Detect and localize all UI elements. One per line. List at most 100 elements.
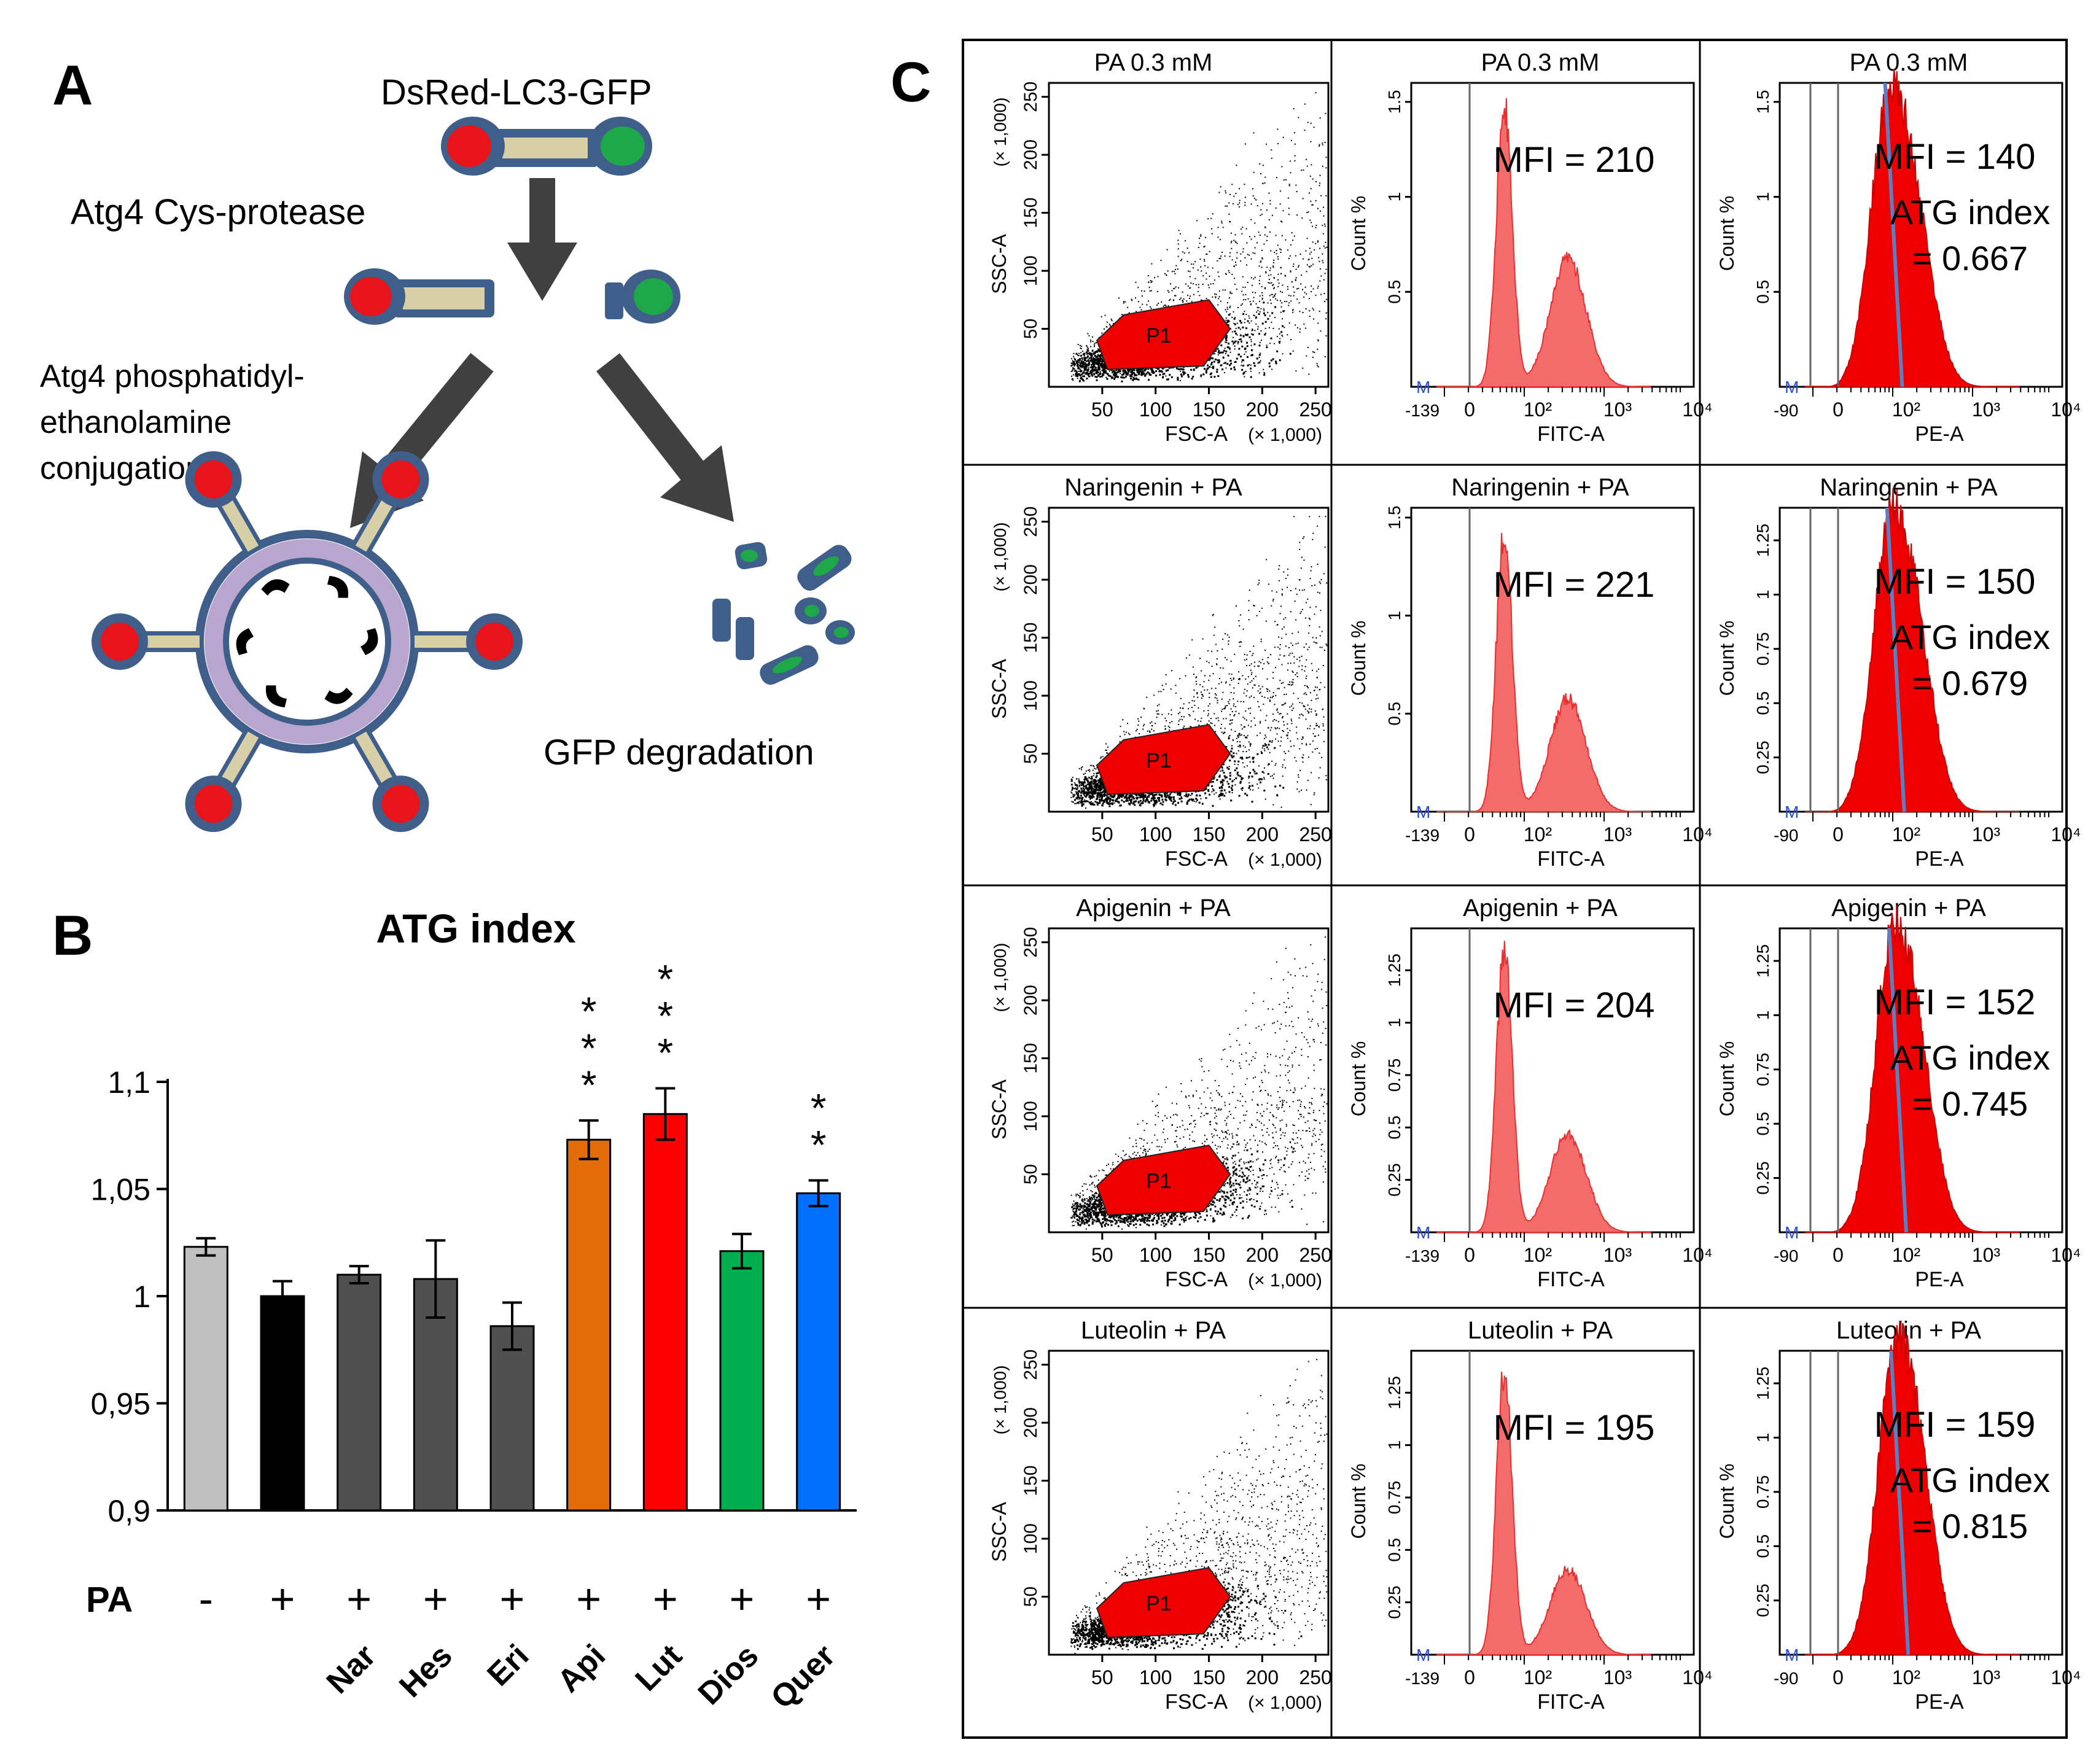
x-axis-label: FITC-A [1537,847,1605,871]
y-tick-label: 1.5 [1385,90,1404,114]
marker-label: M [1416,378,1430,397]
gate-label: P1 [1146,324,1172,348]
degradation-label: GFP degradation [543,732,814,772]
x-tick-label: 10⁴ [2051,823,2081,845]
y-tick-label: 150 [1021,623,1041,653]
plot-frame [1048,927,1330,1234]
x-axis-label: FITC-A [1537,1690,1605,1714]
y-tick-label: 1.25 [1753,524,1772,558]
y-tick-label: 1.25 [1385,954,1404,987]
x-min-label: -90 [1774,401,1798,420]
x-tick-label: 250 [1299,398,1331,421]
atg-index-value: = 0.815 [1912,1507,2028,1545]
x-scale-label: (× 1,000) [1248,850,1322,870]
y-tick-label: 1,1 [107,1065,150,1100]
pa-sign: + [346,1575,372,1623]
pa-sign: + [730,1575,755,1623]
x-tick-label: 0 [1464,1666,1475,1688]
significance-marker: * [581,1025,597,1071]
mfi-label: MFI = 221 [1494,565,1655,605]
y-tick-label: 200 [1021,1407,1041,1438]
y-tick-label: 250 [1021,82,1041,112]
cleaved-gfp-icon [605,270,680,324]
plot-frame [1048,1350,1330,1656]
x-tick-label: 0 [1833,1244,1844,1266]
dot-plot-title: Naringenin + PA [1064,474,1242,501]
pa-sign: + [270,1575,295,1623]
x-tick-label: 10³ [1972,1244,2001,1266]
histogram-title: Apigenin + PA [1463,895,1618,922]
y-tick-label: 1 [1385,611,1404,621]
gate-p1 [1096,299,1231,370]
y-axis-label: Count % [1347,621,1369,696]
y-axis-label: Count % [1716,621,1738,696]
x-min-label: -90 [1774,1669,1798,1688]
y-tick-label: 0,9 [107,1494,150,1528]
x-tick-label: 10³ [1603,398,1632,421]
atg-index-label: ATG index [1890,1461,2050,1499]
x-tick-label: 250 [1299,1244,1331,1266]
y-tick-label: 0.5 [1385,702,1404,726]
x-tick-label: 50 [1091,398,1113,421]
construct-label: DsRed-LC3-GFP [381,72,652,112]
histogram-title: PA 0.3 mM [1850,49,1968,76]
histogram-area [1436,1372,1651,1655]
y-tick-label: 200 [1021,564,1041,595]
significance-marker: * [657,956,673,1001]
fitc-histogram: Apigenin + PA M -139 0 10² 10³ 10⁴ FITC-A Count … [1347,895,1713,1291]
x-tick-label: 200 [1246,398,1279,421]
y-tick-label: 50 [1021,1587,1041,1607]
y-tick-label: 1,05 [91,1173,150,1207]
y-tick-label: 200 [1021,985,1041,1016]
marker-label: M [1416,1223,1430,1242]
marker-label: M [1416,1645,1430,1665]
pa-sign: + [806,1575,831,1623]
x-tick-label: 50 [1091,1666,1113,1688]
histogram-title: Luteolin + PA [1836,1317,1981,1344]
x-tick-label: 10² [1524,823,1553,845]
x-tick-label: 0 [1464,398,1475,421]
histogram-area [1805,69,2020,387]
atg-index-label: ATG index [1890,1038,2050,1077]
x-tick-label: 10² [1892,1244,1921,1266]
y-axis-label: Count % [1347,196,1369,271]
bar [642,1113,688,1512]
y-tick-label: 0.5 [1753,1112,1772,1136]
x-tick-label: 10² [1524,1666,1553,1688]
y-tick-label: 150 [1021,198,1041,228]
y-tick-label: 0.5 [1385,280,1404,304]
x-tick-label: 150 [1193,823,1225,845]
y-scale-label: (× 1,000) [991,98,1010,167]
x-min-label: -139 [1405,1246,1440,1265]
x-tick-label: 100 [1139,823,1172,845]
x-tick-label: 250 [1299,1666,1331,1688]
histogram-title: Luteolin + PA [1468,1317,1613,1344]
plot-frame [1048,82,1330,388]
y-tick-label: 50 [1021,1164,1041,1184]
x-axis-label: PE-A [1915,422,1964,446]
significance-marker: * [581,989,597,1034]
pa-sign: - [199,1575,213,1623]
x-tick-label: 10³ [1603,1244,1632,1266]
y-scale-label: (× 1,000) [991,943,1010,1012]
dot-plot-title: Luteolin + PA [1081,1317,1226,1344]
y-tick-label: 0.75 [1385,1059,1404,1092]
autophagosome-icon [92,451,523,833]
y-tick-label: 200 [1021,139,1041,170]
x-tick-label: 10² [1524,398,1553,421]
y-tick-label: 1 [1385,1018,1404,1028]
x-tick-label: 10⁴ [1682,1666,1712,1688]
grid-border [962,39,2068,1739]
y-tick-label: 0.25 [1753,740,1772,774]
y-tick-label: 150 [1021,1043,1041,1074]
x-tick-label: 10² [1524,1244,1553,1266]
pe-histogram: PA 0.3 mM M -90 0 10² 10³ 10⁴ PE-A Count % 0.5 1 1.… [1716,49,2081,446]
x-min-label: -90 [1774,1246,1798,1265]
x-tick-label: 10³ [1603,823,1632,845]
significance-marker: * [581,1062,597,1108]
category-label: Quer [764,1638,842,1715]
marker-label: M [1785,378,1799,397]
histogram-area [1436,98,1651,387]
x-tick-label: 0 [1833,823,1844,845]
